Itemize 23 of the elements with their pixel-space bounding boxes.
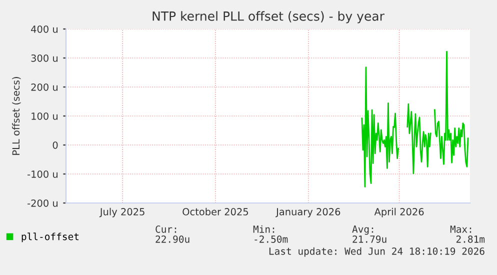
- text: Max:: [450, 226, 472, 233]
- text: Avg:: [352, 226, 374, 235]
- text: Cur:: [156, 225, 176, 233]
- text: 2.81m: [456, 235, 485, 243]
- legend-label: pll-offset: [22, 232, 79, 242]
- x-tick-label: April 2026: [374, 208, 424, 218]
- text: -2.50m: [254, 235, 288, 243]
- text: 21.79u: [352, 235, 386, 243]
- text: Last update: Wed Jun 24 18:10:19 2026: [269, 247, 484, 257]
- chart-title: NTP kernel PLL offset (secs) - by year: [152, 11, 384, 24]
- text: Min:: [253, 225, 274, 233]
- x-tick-label: January 2026: [276, 208, 340, 218]
- y-axis-title: PLL offset (secs): [12, 77, 21, 155]
- y-tick-label: -100 u: [28, 170, 58, 178]
- y-tick-label: 0: [52, 141, 58, 149]
- x-tick-label: July 2025: [99, 208, 144, 218]
- text: 22.90u: [156, 235, 190, 243]
- x-tick-label: October 2025: [182, 208, 248, 216]
- y-tick-label: 200 u: [31, 83, 58, 91]
- y-tick-label: -200 u: [28, 199, 58, 207]
- y-tick-label: 300 u: [31, 54, 58, 62]
- y-tick-label: 400 u: [31, 25, 58, 33]
- y-tick-label: 100 u: [32, 112, 58, 120]
